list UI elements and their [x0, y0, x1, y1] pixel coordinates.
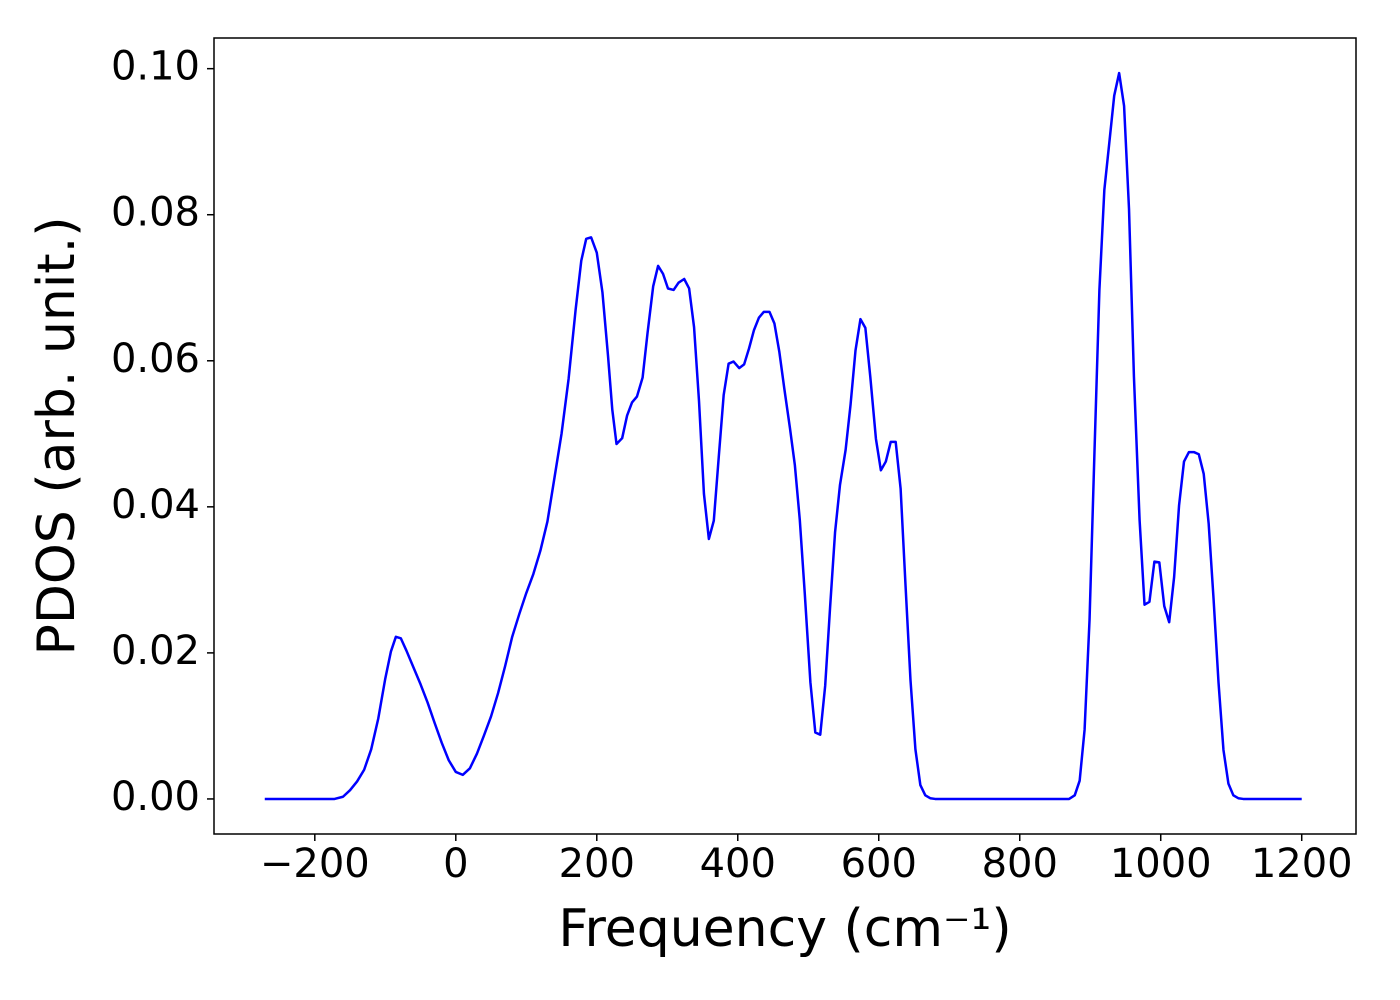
y-tick-label: 0.06	[111, 336, 200, 382]
x-tick-label: 1000	[1110, 841, 1212, 887]
plot-frame	[213, 37, 1357, 835]
x-tick-label: 0	[443, 841, 468, 887]
x-tick-label: 1200	[1251, 841, 1353, 887]
data-line	[264, 71, 1302, 801]
y-tick-label: 0.08	[111, 190, 200, 236]
x-tick-label: 200	[559, 841, 635, 887]
y-tick-label: 0.04	[111, 482, 200, 528]
x-axis-label: Frequency (cm⁻¹)	[558, 899, 1011, 959]
y-tick-label: 0.02	[111, 628, 200, 674]
x-tick-label: 600	[841, 841, 917, 887]
y-tick-label: 0.00	[111, 774, 200, 820]
x-tick-label: 800	[982, 841, 1058, 887]
y-axis-label: PDOS (arb. unit.)	[27, 216, 87, 655]
x-tick-label: 400	[700, 841, 776, 887]
y-tick-label: 0.10	[111, 44, 200, 90]
x-tick-label: −200	[260, 841, 370, 887]
